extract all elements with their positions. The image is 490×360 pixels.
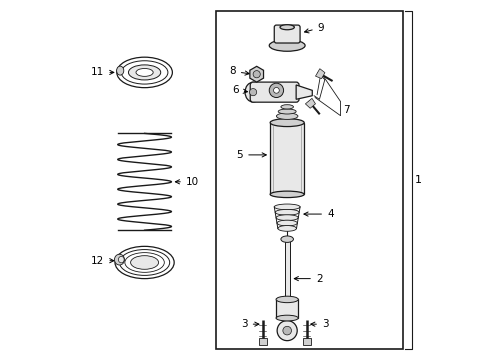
Ellipse shape <box>122 61 168 84</box>
Ellipse shape <box>125 253 164 273</box>
FancyBboxPatch shape <box>250 82 299 102</box>
Bar <box>303 338 311 345</box>
Ellipse shape <box>270 191 304 198</box>
Ellipse shape <box>136 68 153 76</box>
Bar <box>216 12 403 348</box>
Ellipse shape <box>128 65 161 80</box>
Text: 12: 12 <box>91 256 114 266</box>
Text: 4: 4 <box>304 209 334 219</box>
Ellipse shape <box>115 254 124 265</box>
Ellipse shape <box>278 226 296 231</box>
Polygon shape <box>250 66 264 82</box>
Ellipse shape <box>117 66 124 75</box>
Ellipse shape <box>276 215 298 221</box>
Bar <box>259 338 267 345</box>
Ellipse shape <box>281 236 294 242</box>
Text: 3: 3 <box>311 319 329 329</box>
Text: 9: 9 <box>304 23 324 33</box>
Circle shape <box>283 326 292 335</box>
Ellipse shape <box>269 40 305 51</box>
FancyBboxPatch shape <box>274 25 300 43</box>
Bar <box>270 123 304 194</box>
Text: 2: 2 <box>294 274 322 284</box>
Ellipse shape <box>131 256 159 269</box>
Text: 11: 11 <box>91 67 114 77</box>
Ellipse shape <box>245 82 261 102</box>
Polygon shape <box>296 85 312 99</box>
Circle shape <box>273 87 279 93</box>
Circle shape <box>277 320 297 341</box>
Ellipse shape <box>278 109 296 114</box>
Circle shape <box>249 89 257 96</box>
Ellipse shape <box>281 105 294 109</box>
Ellipse shape <box>277 220 297 226</box>
Bar <box>276 300 298 318</box>
Ellipse shape <box>274 204 300 210</box>
Text: 3: 3 <box>241 319 259 329</box>
Ellipse shape <box>120 249 170 275</box>
Ellipse shape <box>115 246 174 279</box>
Ellipse shape <box>276 296 298 303</box>
Text: 7: 7 <box>343 105 349 115</box>
Circle shape <box>253 71 260 78</box>
Polygon shape <box>305 98 316 108</box>
Ellipse shape <box>276 113 298 120</box>
Ellipse shape <box>119 256 124 263</box>
Text: 5: 5 <box>237 150 266 160</box>
Ellipse shape <box>276 315 298 321</box>
Ellipse shape <box>280 25 294 30</box>
Ellipse shape <box>275 210 299 215</box>
Ellipse shape <box>117 57 172 87</box>
Text: 6: 6 <box>232 85 247 95</box>
Polygon shape <box>316 69 325 78</box>
Bar <box>285 239 290 318</box>
Text: 8: 8 <box>229 66 249 76</box>
Circle shape <box>269 83 284 98</box>
Text: 1: 1 <box>415 175 421 185</box>
Ellipse shape <box>270 119 304 127</box>
Text: 10: 10 <box>175 177 199 187</box>
